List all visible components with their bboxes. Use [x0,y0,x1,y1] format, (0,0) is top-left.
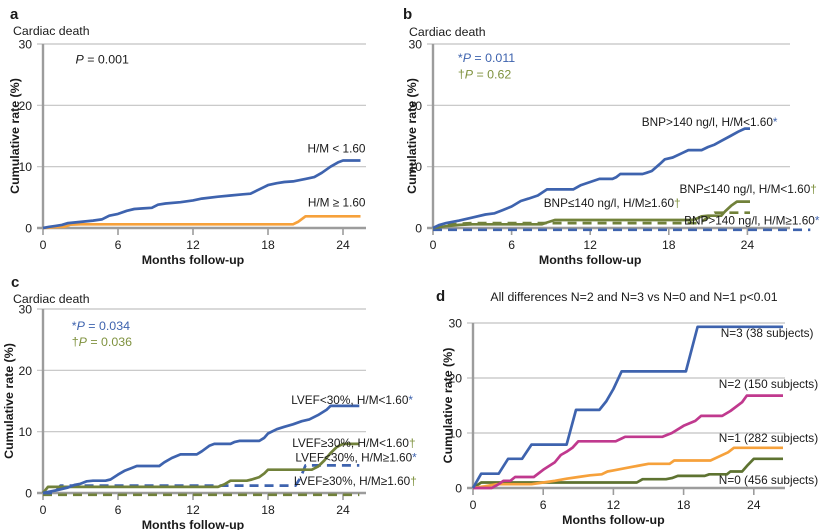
series-label: N=0 (456 subjects) [719,473,818,487]
panel-d: d All differences N=2 and N=3 vs N=0 and… [400,265,823,530]
x-tick-label: 0 [40,503,47,517]
y-tick-label: 20 [18,99,32,113]
series-label: LVEF≥30%, H/M<1.60† [292,436,415,450]
x-tick-label: 0 [430,238,437,252]
y-tick-label: 0 [25,487,32,501]
series-label: N=3 (38 subjects) [721,326,814,340]
y-tick-label: 0 [415,222,422,236]
y-tick-label: 30 [448,317,462,331]
x-tick-label: 18 [261,238,275,252]
y-tick-label: 30 [408,38,422,52]
series-label: H/M < 1.60 [307,142,365,156]
x-tick-label: 0 [470,498,477,512]
y-tick-label: 10 [408,160,422,174]
x-tick-label: 24 [741,238,755,252]
curve-ef-lo-hm-hi [43,464,360,495]
x-axis-title: Months follow-up [539,253,642,267]
panel-title-d: All differences N=2 and N=3 vs N=0 and N… [490,290,778,304]
x-tick-label: 0 [40,238,47,252]
curve-bnp-hi-hm-lo [432,127,750,230]
y-axis-title: Cumulative rate (%) [405,78,419,194]
series-label: N=1 (282 subjects) [719,431,818,445]
x-tick-label: 12 [583,238,597,252]
x-tick-label: 6 [508,238,515,252]
curve-n0 [472,457,783,490]
p-value-annotation: P = 0.001 [76,53,130,67]
series-label: BNP>140 ng/l, H/M<1.60* [642,115,778,129]
panel-a: a Cardiac death 0 10 20 30 0 6 12 18 24 Months fo… [0,0,423,267]
panel-subtitle-c: Cardiac death [13,292,90,306]
x-tick-label: 24 [336,503,350,517]
x-tick-label: 6 [540,498,547,512]
panel-c: c Cardiac death 0 10 20 30 0 6 12 18 24 Months fo… [0,265,423,530]
panel-letter-c: c [11,274,20,291]
chart-canvas-a: 0 10 20 30 0 6 12 18 24 Months follow-up Cumulativ… [8,38,366,267]
p-value-annotation: *P = 0.011 [458,51,515,65]
y-tick-label: 20 [18,364,32,378]
panel-subtitle-a: Cardiac death [13,24,90,38]
series-label: H/M ≥ 1.60 [308,196,366,210]
chart-canvas-d: 0 10 20 30 0 6 12 18 24 Months follow-up Cumulativ… [441,317,818,528]
x-tick-label: 12 [186,238,200,252]
y-tick-label: 20 [408,99,422,113]
p-value-annotation: †P = 0.62 [458,67,512,81]
curve-ef-lo-hm-lo [42,404,360,495]
x-tick-label: 6 [115,503,122,517]
curve-ef-hi-hm-lo [41,442,360,494]
panel-letter-a: a [10,6,19,23]
x-tick-label: 6 [115,238,122,252]
chart-canvas-c: 0 10 20 30 0 6 12 18 24 Months follow-up Cumulativ… [2,303,417,530]
curve-n2 [473,394,783,490]
series-label: BNP≤140 ng/l, H/M≥1.60† [544,196,681,210]
curve-bnp-lo-hm-lo [432,200,750,230]
y-tick-label: 10 [18,160,32,174]
panel-letter-d: d [436,288,446,305]
y-axis-title: Cumulative rate (%) [2,343,16,459]
panel-subtitle-b: Cardiac death [409,25,486,39]
x-tick-label: 18 [677,498,691,512]
y-tick-label: 0 [25,222,32,236]
y-tick-label: 30 [18,38,32,52]
x-tick-label: 12 [607,498,621,512]
y-axis-title: Cumulative rate (%) [8,78,22,194]
curve-hm-ge-160 [42,214,361,230]
panel-b: b Cardiac death 0 10 20 30 0 6 12 18 24 Months fo… [400,0,823,268]
x-tick-label: 24 [747,498,761,512]
chart-canvas-b: 0 10 20 30 0 6 12 18 24 Months follow-up Cumulativ… [405,38,820,268]
y-tick-label: 30 [18,303,32,317]
x-axis-title: Months follow-up [142,518,245,530]
y-axis-title: Cumulative rate (%) [441,348,455,464]
series-label: LVEF≥30%, H/M≥1.60† [294,474,417,488]
p-value-annotation: *P = 0.034 [72,319,130,333]
series-label: BNP≤140 ng/l, H/M<1.60† [680,182,817,196]
panel-letter-b: b [403,6,413,23]
x-tick-label: 18 [662,238,676,252]
x-tick-label: 18 [261,503,275,517]
curve-n1 [472,446,783,490]
x-axis-title: Months follow-up [562,513,665,527]
y-tick-label: 20 [448,372,462,386]
y-tick-label: 0 [455,482,462,496]
p-value-annotation: †P = 0.036 [72,335,132,349]
x-tick-label: 12 [186,503,200,517]
curve-n3 [471,325,783,489]
series-label: BNP>140 ng/l, H/M≥1.60* [684,214,820,228]
series-label: LVEF<30%, H/M<1.60* [291,393,413,407]
x-tick-label: 24 [336,238,350,252]
series-label: N=2 (150 subjects) [719,377,818,391]
y-tick-label: 10 [18,425,32,439]
x-axis-title: Months follow-up [142,253,245,267]
series-label: LVEF<30%, H/M≥1.60* [295,451,417,465]
y-tick-label: 10 [448,427,462,441]
curve-hm-lt-160 [42,159,361,230]
